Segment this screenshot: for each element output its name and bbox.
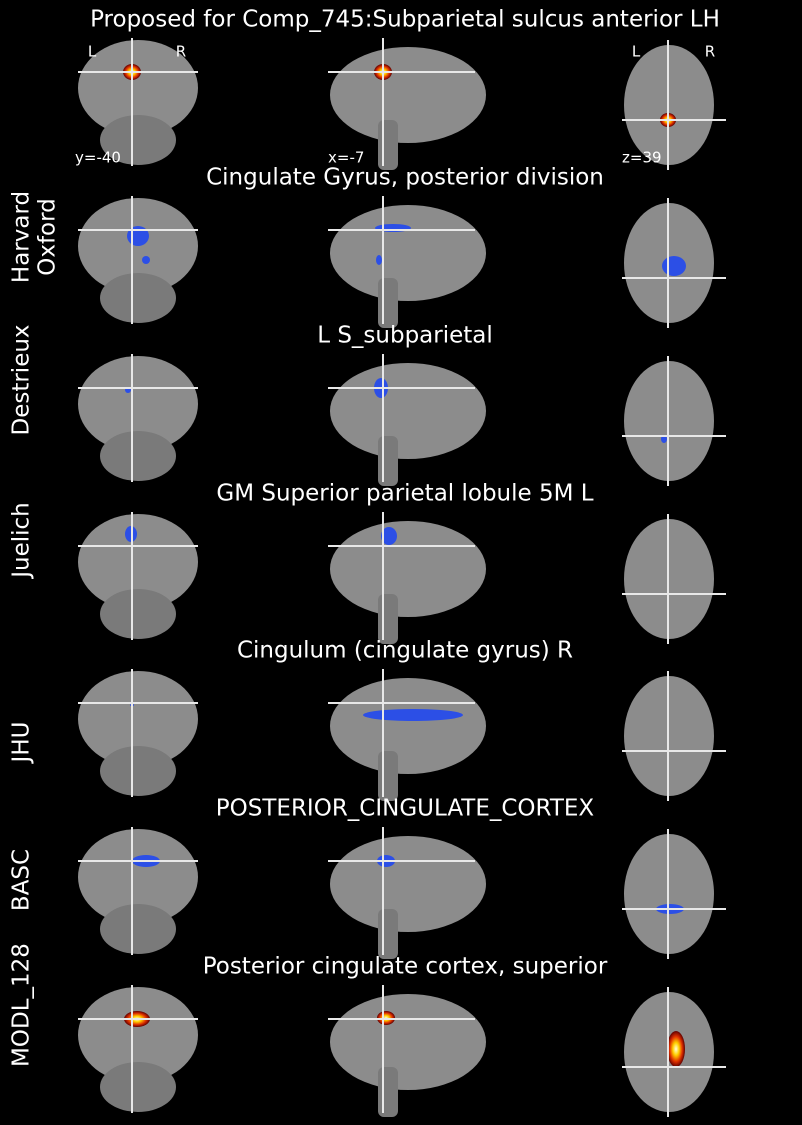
region-title: Cingulate Gyrus, posterior division xyxy=(206,165,604,191)
orientation-label: R xyxy=(705,43,715,61)
sagittal-slice xyxy=(330,994,486,1090)
orientation-label: L xyxy=(632,43,641,61)
figure-title: Proposed for Comp_745:Subparietal sulcus… xyxy=(90,7,720,33)
slice-row xyxy=(78,985,726,1117)
atlas-label: Juelich xyxy=(9,502,35,580)
coordinate-label: x=-7 xyxy=(328,149,364,167)
sagittal-slice xyxy=(330,205,486,301)
activation xyxy=(376,255,382,265)
cerebellum xyxy=(100,589,176,639)
slice-row xyxy=(78,512,726,644)
brainstem xyxy=(378,594,398,644)
atlas-label: Destrieux xyxy=(9,324,35,435)
sagittal-slice xyxy=(330,678,486,774)
coronal-slice xyxy=(78,671,198,767)
sagittal-slice xyxy=(330,363,486,459)
region-title: L S_subparietal xyxy=(317,323,493,349)
cerebellum xyxy=(100,115,176,165)
coordinate-label: y=-40 xyxy=(75,149,121,167)
brainstem xyxy=(378,909,398,959)
atlas-label: Oxford xyxy=(35,198,61,276)
slice-row xyxy=(78,827,726,959)
region-title: GM Superior parietal lobule 5M L xyxy=(216,481,593,507)
cerebellum xyxy=(100,431,176,481)
slice-row xyxy=(78,196,726,328)
slice-row xyxy=(78,38,726,170)
atlas-label: MODL_128 xyxy=(9,943,35,1067)
brainstem xyxy=(378,1067,398,1117)
activation xyxy=(363,709,463,721)
coronal-slice xyxy=(78,356,198,452)
cerebellum xyxy=(100,746,176,796)
coronal-slice xyxy=(78,987,198,1083)
sagittal-slice xyxy=(330,521,486,617)
activation xyxy=(381,527,397,545)
activation xyxy=(142,256,150,264)
atlas-label: Harvard xyxy=(9,191,35,283)
region-title: Posterior cingulate cortex, superior xyxy=(203,954,608,980)
slice-row xyxy=(78,354,726,486)
brainstem xyxy=(378,278,398,328)
cerebellum xyxy=(100,273,176,323)
orientation-label: L xyxy=(88,43,97,61)
brainstem xyxy=(378,120,398,170)
brainstem xyxy=(378,751,398,801)
region-title: POSTERIOR_CINGULATE_CORTEX xyxy=(216,796,595,822)
sagittal-slice xyxy=(330,47,486,143)
cerebellum xyxy=(100,904,176,954)
activation xyxy=(662,256,686,276)
cerebellum xyxy=(100,1062,176,1112)
activation xyxy=(667,1031,685,1067)
region-title: Cingulum (cingulate gyrus) R xyxy=(237,638,573,664)
coordinate-label: z=39 xyxy=(622,149,662,167)
slice-row xyxy=(78,669,726,801)
orientation-label: R xyxy=(176,43,186,61)
atlas-label: JHU xyxy=(9,722,35,765)
coronal-slice xyxy=(78,514,198,610)
atlas-label: BASC xyxy=(9,849,35,911)
sagittal-slice xyxy=(330,836,486,932)
coronal-slice xyxy=(78,829,198,925)
brainstem xyxy=(378,436,398,486)
coronal-slice xyxy=(78,40,198,136)
